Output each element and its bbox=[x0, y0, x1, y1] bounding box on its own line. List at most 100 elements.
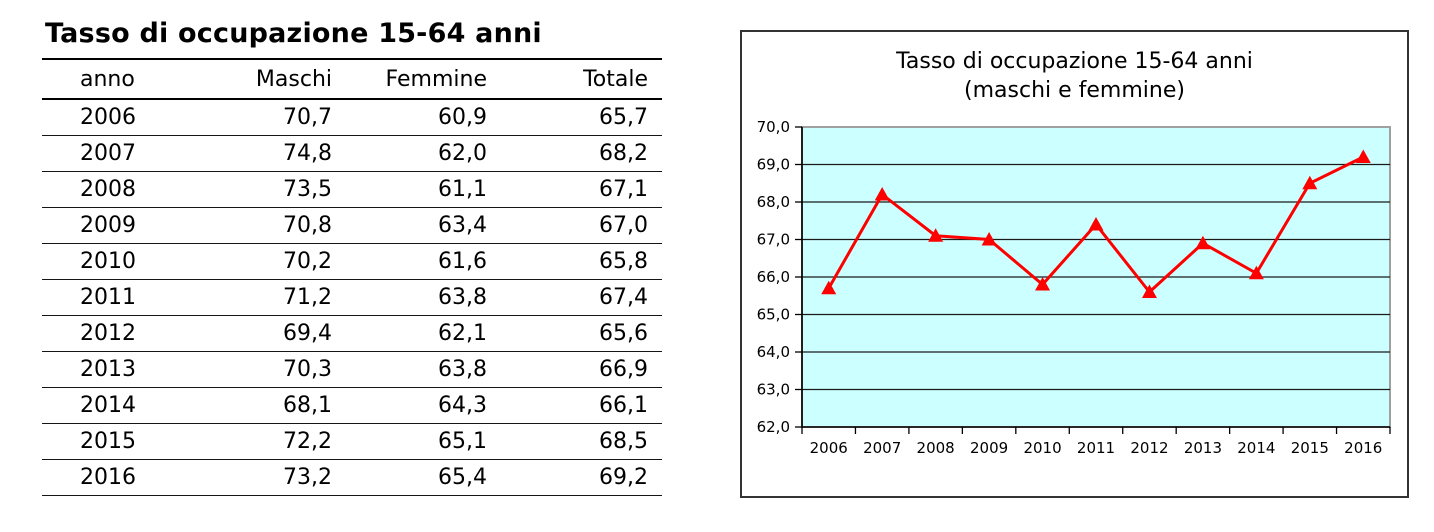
cell-maschi: 70,7 bbox=[192, 99, 332, 136]
cell-maschi: 70,2 bbox=[192, 243, 332, 280]
x-tick-label: 2011 bbox=[1077, 439, 1115, 457]
cell-femmine: 63,4 bbox=[332, 207, 487, 244]
cell-totale: 66,1 bbox=[487, 387, 662, 424]
cell-maschi: 73,2 bbox=[192, 459, 332, 496]
chart-panel: Tasso di occupazione 15-64 anni (maschi … bbox=[740, 30, 1409, 498]
cell-totale: 67,1 bbox=[487, 171, 662, 208]
cell-maschi: 70,3 bbox=[192, 351, 332, 388]
x-tick-label: 2006 bbox=[810, 439, 848, 457]
table-row: 2016 73,2 65,4 69,2 bbox=[42, 459, 662, 496]
data-point-marker bbox=[1035, 277, 1051, 291]
cell-anno: 2010 bbox=[42, 243, 192, 280]
data-point-marker bbox=[874, 187, 890, 201]
y-tick-label: 69,0 bbox=[757, 156, 790, 174]
employment-rate-line-chart: 62,0 63,0 64,0 65,0 66,0 67,0 68,0 69,0 70,0 2006… bbox=[757, 121, 1391, 457]
y-tick-label: 68,0 bbox=[757, 193, 790, 211]
cell-maschi: 71,2 bbox=[192, 279, 332, 316]
data-point-marker bbox=[1355, 149, 1371, 163]
y-tick-label: 63,0 bbox=[757, 381, 790, 399]
cell-totale: 68,5 bbox=[487, 423, 662, 460]
cell-maschi: 70,8 bbox=[192, 207, 332, 244]
y-tick-label: 65,0 bbox=[757, 306, 790, 324]
employment-table-section: Tasso di occupazione 15-64 anni anno Masc… bbox=[42, 16, 662, 496]
table-row: 2008 73,5 61,1 67,1 bbox=[42, 171, 662, 208]
cell-anno: 2014 bbox=[42, 387, 192, 424]
cell-anno: 2012 bbox=[42, 315, 192, 352]
cell-femmine: 64,3 bbox=[332, 387, 487, 424]
cell-anno: 2011 bbox=[42, 279, 192, 316]
cell-maschi: 74,8 bbox=[192, 135, 332, 172]
cell-femmine: 65,4 bbox=[332, 459, 487, 496]
column-header-totale: Totale bbox=[487, 60, 662, 100]
table-row: 2015 72,2 65,1 68,5 bbox=[42, 423, 662, 460]
table-row: 2011 71,2 63,8 67,4 bbox=[42, 279, 662, 316]
column-header-maschi: Maschi bbox=[192, 60, 332, 100]
table-row: 2010 70,2 61,6 65,8 bbox=[42, 243, 662, 280]
data-point-marker bbox=[1248, 265, 1264, 280]
chart-title: Tasso di occupazione 15-64 anni bbox=[896, 49, 1253, 74]
x-tick-label: 2010 bbox=[1023, 439, 1061, 457]
data-point-marker bbox=[1195, 235, 1211, 250]
data-point-marker bbox=[821, 280, 837, 295]
cell-maschi: 72,2 bbox=[192, 423, 332, 460]
cell-totale: 68,2 bbox=[487, 135, 662, 172]
table-title: Tasso di occupazione 15-64 anni bbox=[42, 16, 662, 60]
data-point-marker bbox=[1088, 217, 1104, 231]
x-tick-label: 2015 bbox=[1291, 439, 1329, 457]
x-tick-label: 2008 bbox=[917, 439, 955, 457]
cell-femmine: 62,0 bbox=[332, 135, 487, 172]
cell-femmine: 63,8 bbox=[332, 351, 487, 388]
x-tick-label: 2007 bbox=[863, 439, 901, 457]
cell-femmine: 61,6 bbox=[332, 243, 487, 280]
cell-anno: 2009 bbox=[42, 207, 192, 244]
employment-data-table: anno Maschi Femmine Totale 2006 70,7 60,9 65,7… bbox=[42, 60, 662, 496]
x-tick-label: 2009 bbox=[970, 439, 1008, 457]
cell-anno: 2006 bbox=[42, 99, 192, 136]
cell-femmine: 60,9 bbox=[332, 99, 487, 136]
cell-totale: 67,4 bbox=[487, 279, 662, 316]
cell-totale: 65,8 bbox=[487, 243, 662, 280]
cell-totale: 66,9 bbox=[487, 351, 662, 388]
cell-totale: 67,0 bbox=[487, 207, 662, 244]
cell-totale: 69,2 bbox=[487, 459, 662, 496]
column-header-anno: anno bbox=[42, 60, 192, 100]
cell-femmine: 62,1 bbox=[332, 315, 487, 352]
table-row: 2007 74,8 62,0 68,2 bbox=[42, 135, 662, 172]
cell-femmine: 65,1 bbox=[332, 423, 487, 460]
cell-anno: 2008 bbox=[42, 171, 192, 208]
y-tick-label: 64,0 bbox=[757, 343, 790, 361]
x-tick-label: 2012 bbox=[1130, 439, 1168, 457]
cell-femmine: 61,1 bbox=[332, 171, 487, 208]
table-row: 2012 69,4 62,1 65,6 bbox=[42, 315, 662, 352]
cell-totale: 65,6 bbox=[487, 315, 662, 352]
x-tick-label: 2013 bbox=[1184, 439, 1222, 457]
data-point-marker bbox=[1302, 175, 1318, 190]
y-tick-label: 70,0 bbox=[757, 121, 790, 136]
x-tick-label: 2014 bbox=[1237, 439, 1275, 457]
table-header: anno Maschi Femmine Totale bbox=[42, 60, 662, 100]
cell-anno: 2016 bbox=[42, 459, 192, 496]
y-tick-label: 66,0 bbox=[757, 268, 790, 286]
cell-maschi: 69,4 bbox=[192, 315, 332, 352]
cell-maschi: 73,5 bbox=[192, 171, 332, 208]
cell-totale: 65,7 bbox=[487, 99, 662, 136]
table-row: 2006 70,7 60,9 65,7 bbox=[42, 99, 662, 136]
y-tick-label: 67,0 bbox=[757, 231, 790, 249]
cell-maschi: 68,1 bbox=[192, 387, 332, 424]
x-tick-label: 2016 bbox=[1344, 439, 1382, 457]
column-header-femmine: Femmine bbox=[332, 60, 487, 100]
table-row: 2014 68,1 64,3 66,1 bbox=[42, 387, 662, 424]
table-body: 2006 70,7 60,9 65,7 2007 74,8 62,0 68,2 2008 73,5… bbox=[42, 99, 662, 496]
chart-subtitle: (maschi e femmine) bbox=[964, 78, 1185, 103]
table-row: 2009 70,8 63,4 67,0 bbox=[42, 207, 662, 244]
cell-anno: 2015 bbox=[42, 423, 192, 460]
data-point-marker bbox=[981, 232, 997, 246]
cell-anno: 2013 bbox=[42, 351, 192, 388]
data-point-marker bbox=[928, 228, 944, 242]
cell-femmine: 63,8 bbox=[332, 279, 487, 316]
cell-anno: 2007 bbox=[42, 135, 192, 172]
table-row: 2013 70,3 63,8 66,9 bbox=[42, 351, 662, 388]
y-tick-label: 62,0 bbox=[757, 418, 790, 436]
data-point-marker bbox=[1141, 284, 1157, 298]
